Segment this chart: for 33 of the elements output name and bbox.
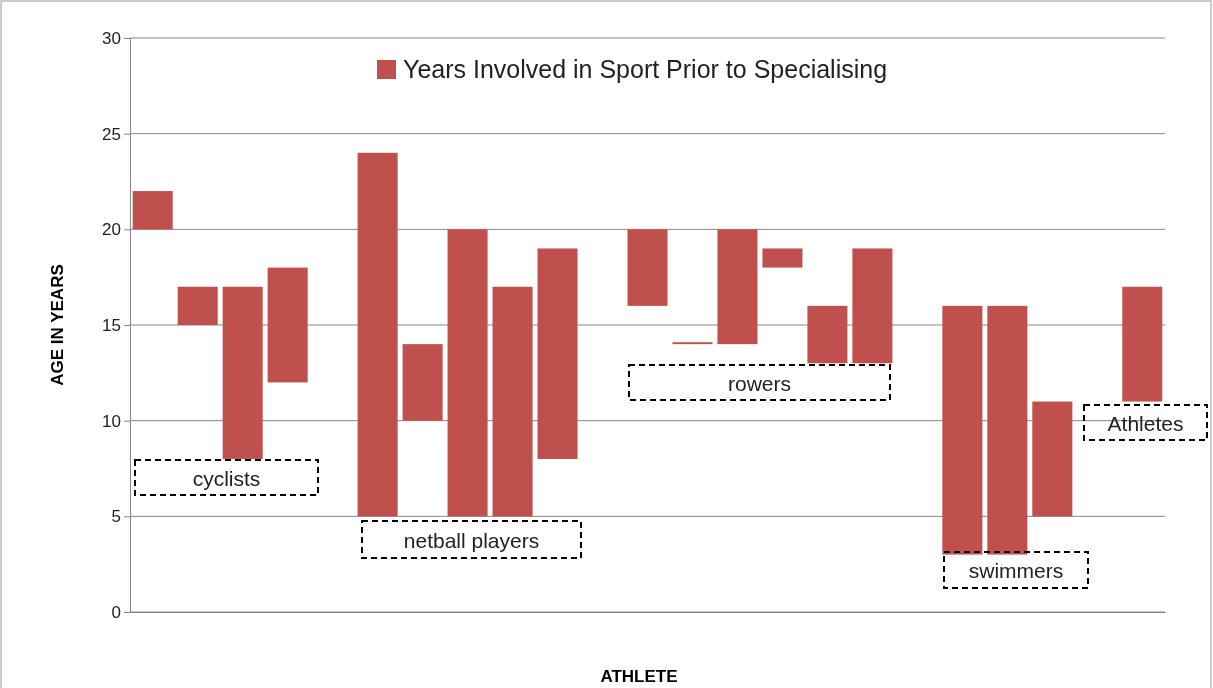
bar <box>177 286 218 325</box>
bar <box>717 229 758 345</box>
bar <box>537 248 578 459</box>
y-tick-label: 30 <box>102 28 121 48</box>
bar <box>132 191 173 230</box>
bar <box>357 152 398 517</box>
bar <box>492 286 533 517</box>
bar <box>1122 286 1163 402</box>
y-tick-label: 15 <box>102 315 121 335</box>
bar <box>447 229 488 517</box>
y-axis-title: AGE IN YEARS <box>48 264 67 386</box>
bar <box>627 229 668 306</box>
bar <box>222 286 263 459</box>
x-axis-title: ATHLETE <box>600 667 678 686</box>
y-tick-label: 5 <box>111 507 121 527</box>
annotation: Athletes <box>1107 411 1184 435</box>
bar <box>1032 401 1073 517</box>
legend-label: Years Involved in Sport Prior to Specialising <box>403 55 888 83</box>
annotation: netball players <box>403 528 540 552</box>
bar <box>762 248 803 268</box>
y-tick-label: 25 <box>102 124 121 144</box>
annotation: swimmers <box>968 559 1064 582</box>
bar <box>942 305 983 555</box>
y-tick-label: 10 <box>102 411 121 431</box>
bar <box>987 305 1028 555</box>
y-tick-label: 20 <box>102 220 121 240</box>
bar <box>807 305 848 364</box>
bar <box>402 344 443 421</box>
bar <box>267 267 308 383</box>
bar <box>852 248 893 364</box>
annotation: cyclists <box>192 466 261 490</box>
y-tick-label: 0 <box>111 602 121 622</box>
annotation: rowers <box>727 371 792 395</box>
